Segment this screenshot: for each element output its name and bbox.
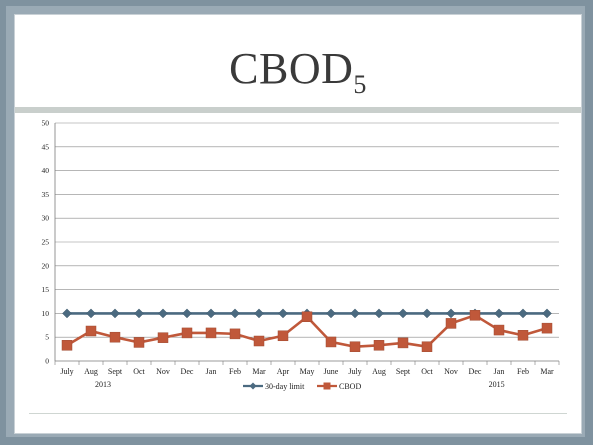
data-point [325, 336, 337, 348]
x-tick-label: Nov [444, 367, 458, 376]
data-point [374, 308, 384, 319]
x-tick-label: Dec [469, 367, 482, 376]
data-point [517, 330, 529, 341]
y-tick-label: 35 [42, 190, 50, 199]
x-tick-label: June [324, 367, 339, 376]
x-tick-label: Feb [517, 367, 529, 376]
y-tick-label: 10 [42, 309, 50, 318]
data-point [373, 340, 385, 351]
slide-title: CBOD5 [15, 43, 581, 100]
x-tick-label: Feb [229, 367, 241, 376]
legend-label: 30-day limit [265, 382, 305, 391]
x-tick-label: Apr [277, 367, 290, 376]
x-tick-label: Jan [494, 367, 505, 376]
x-tick-label: July [60, 367, 73, 376]
data-point [494, 308, 504, 319]
x-tick-label: Dec [181, 367, 194, 376]
x-tick-label: Oct [133, 367, 145, 376]
legend-swatch-marker [249, 382, 257, 390]
data-point [541, 322, 553, 334]
title-main: CBOD [229, 44, 354, 93]
chart-axes [54, 123, 560, 365]
legend-entry: 30-day limit [243, 382, 305, 391]
y-tick-label: 0 [45, 357, 49, 366]
data-point [421, 341, 433, 352]
title-area: CBOD5 [15, 15, 581, 107]
x-tick-labels: July Aug Sept Oct Nov Dec Jan Feb Mar Apr May June J… [60, 367, 554, 376]
y-tick-label: 20 [42, 261, 50, 270]
chart-series [61, 308, 553, 352]
y-tick-label: 40 [42, 166, 50, 175]
data-point [445, 318, 457, 329]
series-cbod [61, 310, 553, 352]
x-tick-label: Nov [156, 367, 170, 376]
x-tick-label: Sept [108, 367, 123, 376]
data-point [326, 308, 336, 319]
y-tick-label: 25 [42, 238, 50, 247]
data-point [518, 308, 528, 319]
title-divider [15, 107, 581, 113]
data-point [493, 324, 505, 336]
x-tick-label: Jan [206, 367, 217, 376]
data-point [229, 328, 241, 340]
legend-entry: CBOD [317, 382, 361, 391]
data-point [206, 308, 216, 319]
data-point [86, 308, 96, 319]
data-point [158, 308, 168, 319]
y-tick-labels: 0 5 10 15 20 25 30 35 40 45 50 [42, 119, 50, 366]
x-tick-label: Mar [252, 367, 266, 376]
data-point [182, 308, 192, 319]
x-tick-label: Oct [421, 367, 433, 376]
y-tick-label: 50 [42, 119, 50, 128]
x-tick-label: Aug [84, 367, 98, 376]
x-tick-label: July [348, 367, 361, 376]
year-label: 2015 [489, 380, 505, 389]
year-label: 2013 [95, 380, 111, 389]
data-point [110, 308, 120, 319]
y-tick-label: 30 [42, 214, 50, 223]
data-point [134, 308, 144, 319]
chart-gridlines [55, 122, 559, 338]
data-point [446, 308, 456, 319]
x-tick-label: Sept [396, 367, 411, 376]
data-point [253, 335, 265, 347]
data-point [278, 308, 288, 319]
data-point [181, 327, 193, 339]
data-point [350, 308, 360, 319]
data-point [157, 332, 169, 343]
legend-label: CBOD [339, 382, 361, 391]
data-point [85, 325, 97, 337]
y-tick-label: 5 [45, 333, 49, 342]
data-point [133, 337, 145, 348]
x-tick-label: Aug [372, 367, 386, 376]
bottom-divider [29, 413, 567, 414]
data-point [109, 331, 121, 343]
data-point [277, 330, 289, 342]
year-labels: 2013 2015 [95, 380, 505, 389]
data-point [61, 340, 73, 351]
data-point [422, 308, 432, 319]
data-point [349, 341, 361, 352]
data-point [230, 308, 240, 319]
x-tick-label: May [300, 367, 315, 376]
data-point [397, 337, 409, 349]
data-point [398, 308, 408, 319]
data-point [62, 308, 72, 319]
data-point [254, 308, 264, 319]
x-tick-label: Mar [540, 367, 554, 376]
legend-swatch-marker [323, 382, 331, 390]
data-point [469, 310, 481, 321]
data-point [542, 308, 552, 319]
y-tick-label: 45 [42, 142, 50, 151]
y-tick-label: 15 [42, 285, 50, 294]
slide: CBOD5 0 5 10 15 20 25 30 35 40 45 50 July Aug Sept Oc… [14, 14, 582, 434]
title-subscript: 5 [353, 70, 367, 99]
chart-legend: 30-day limit CBOD [243, 382, 361, 391]
data-point [205, 327, 217, 339]
cbod-chart: 0 5 10 15 20 25 30 35 40 45 50 July Aug Sept Oct Nov De… [42, 119, 560, 391]
data-point [301, 311, 313, 322]
